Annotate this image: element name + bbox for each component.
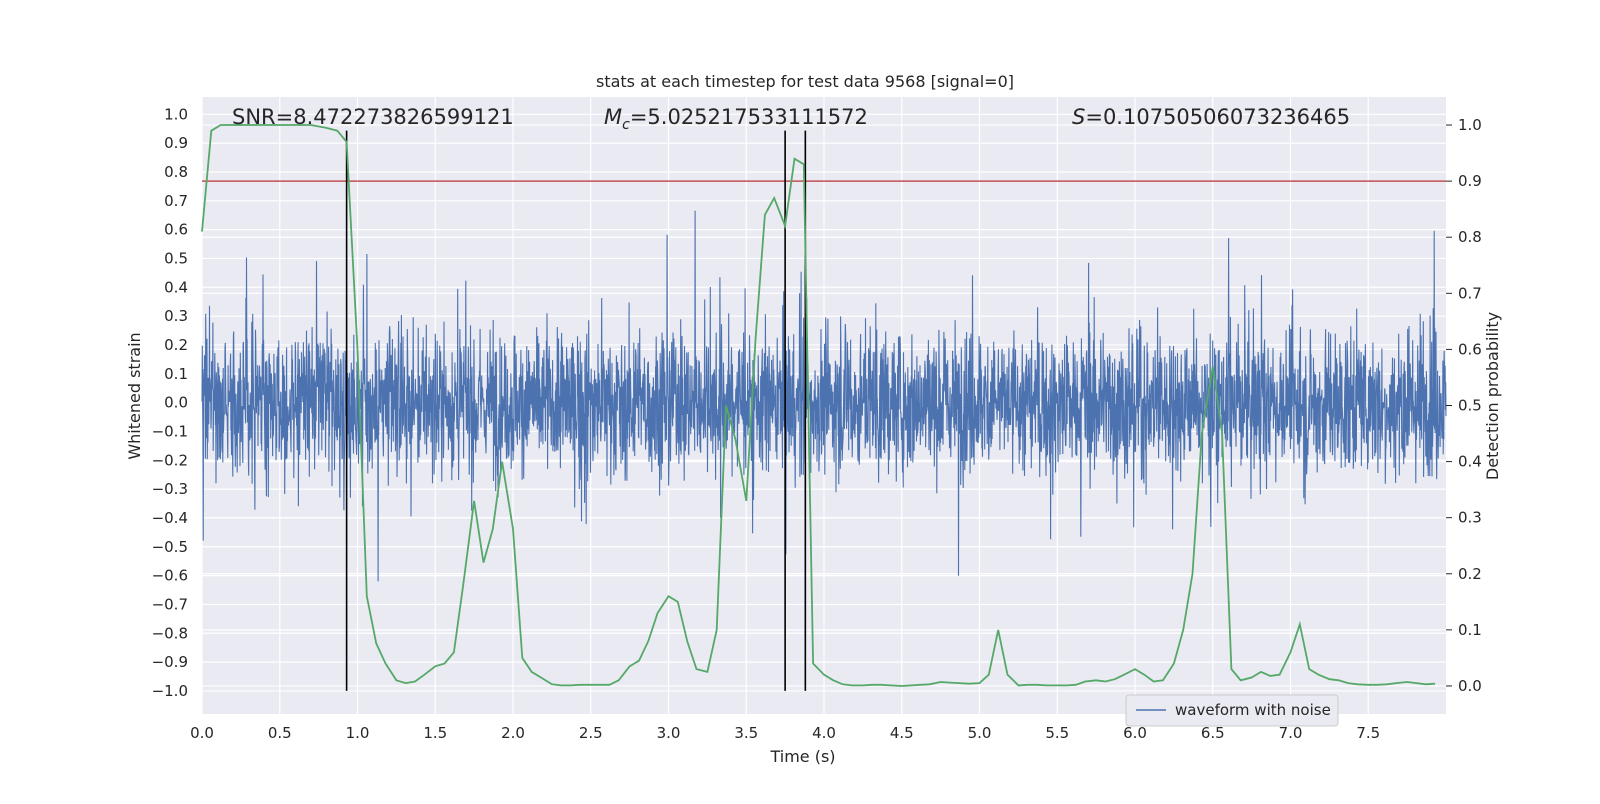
left-tick-label: −0.6 — [152, 567, 188, 585]
x-axis-label: Time (s) — [769, 747, 835, 766]
chirp-mass-annotation: Mc=5.025217533111572 — [604, 105, 868, 133]
left-tick-label: −0.8 — [152, 624, 188, 642]
grid — [201, 97, 1446, 714]
right-tick-label: 0.0 — [1458, 677, 1482, 695]
left-tick-label: −1.0 — [152, 682, 188, 700]
waveform-series — [201, 210, 1447, 582]
right-tick-label: 1.0 — [1458, 116, 1482, 134]
x-tick-label: 5.5 — [1045, 724, 1069, 742]
left-tick-label: 0.2 — [164, 336, 188, 354]
right-tick-label: 0.4 — [1458, 453, 1482, 471]
x-tick-label: 7.5 — [1356, 724, 1380, 742]
right-tick-label: 0.8 — [1458, 228, 1482, 246]
x-tick-label: 2.5 — [579, 724, 603, 742]
left-tick-label: 0.3 — [164, 307, 188, 325]
probability-series-line — [201, 124, 1436, 687]
x-tick-label: 0.5 — [268, 724, 292, 742]
right-tick-label: 0.1 — [1458, 621, 1482, 639]
s-annotation: S=0.10750506073236465 — [1072, 105, 1350, 129]
chirp-mass-symbol: M — [604, 105, 622, 129]
right-tick-label: 0.9 — [1458, 172, 1482, 190]
left-tick-label: 0.9 — [164, 134, 188, 152]
left-tick-label: −0.5 — [152, 538, 188, 556]
x-tick-label: 1.0 — [346, 724, 370, 742]
left-tick-label: 0.0 — [164, 394, 188, 412]
left-tick-label: 0.7 — [164, 192, 188, 210]
s-value: =0.10750506073236465 — [1085, 105, 1350, 129]
x-tick-label: 5.0 — [968, 724, 992, 742]
left-tick-label: −0.7 — [152, 595, 188, 613]
right-tick-label: 0.6 — [1458, 340, 1482, 358]
chirp-mass-subscript: c — [622, 117, 630, 133]
x-tick-label: 2.0 — [501, 724, 525, 742]
left-axis-label: Whitened strain — [125, 332, 144, 459]
left-tick-label: −0.1 — [152, 422, 188, 440]
right-tick-label: 0.2 — [1458, 565, 1482, 583]
x-tick-label: 4.0 — [812, 724, 836, 742]
left-tick-label: −0.9 — [152, 653, 188, 671]
x-tick-label: 3.0 — [657, 724, 681, 742]
chart-title: stats at each timestep for test data 956… — [596, 72, 1014, 91]
legend-box — [1125, 694, 1339, 727]
tick-labels: 0.0 0.5 1.0 1.5 2.0 2.5 3.0 3.5 4.0 4.5 5.0 5.5 6.0 6… — [152, 105, 1482, 742]
chirp-mass-value: =5.025217533111572 — [630, 105, 868, 129]
x-tick-label: 6.5 — [1201, 724, 1225, 742]
snr-annotation: SNR=8.472273826599121 — [232, 105, 514, 129]
s-symbol: S — [1072, 105, 1085, 129]
left-tick-label: 0.6 — [164, 221, 188, 239]
x-tick-label: 4.5 — [890, 724, 914, 742]
left-tick-label: 0.8 — [164, 163, 188, 181]
left-tick-label: 0.5 — [164, 249, 188, 267]
x-tick-label: 6.0 — [1123, 724, 1147, 742]
legend-label-waveform: waveform with noise — [1175, 701, 1331, 719]
left-tick-label: −0.2 — [152, 451, 188, 469]
right-tick-label: 0.7 — [1458, 284, 1482, 302]
left-tick-label: −0.3 — [152, 480, 188, 498]
left-tick-label: 0.4 — [164, 278, 188, 296]
x-tick-label: 7.0 — [1279, 724, 1303, 742]
waveform-trace — [201, 210, 1447, 582]
right-tick-label: 0.5 — [1458, 397, 1482, 415]
right-tick-label: 0.3 — [1458, 509, 1482, 527]
x-tick-label: 0.0 — [190, 724, 214, 742]
left-tick-label: 1.0 — [164, 105, 188, 123]
left-tick-label: −0.4 — [152, 509, 188, 527]
x-tick-label: 3.5 — [734, 724, 758, 742]
right-axis-label: Detection probability — [1483, 312, 1502, 480]
left-tick-label: 0.1 — [164, 365, 188, 383]
legend: waveform with noise — [1125, 694, 1339, 727]
x-tick-label: 1.5 — [423, 724, 447, 742]
